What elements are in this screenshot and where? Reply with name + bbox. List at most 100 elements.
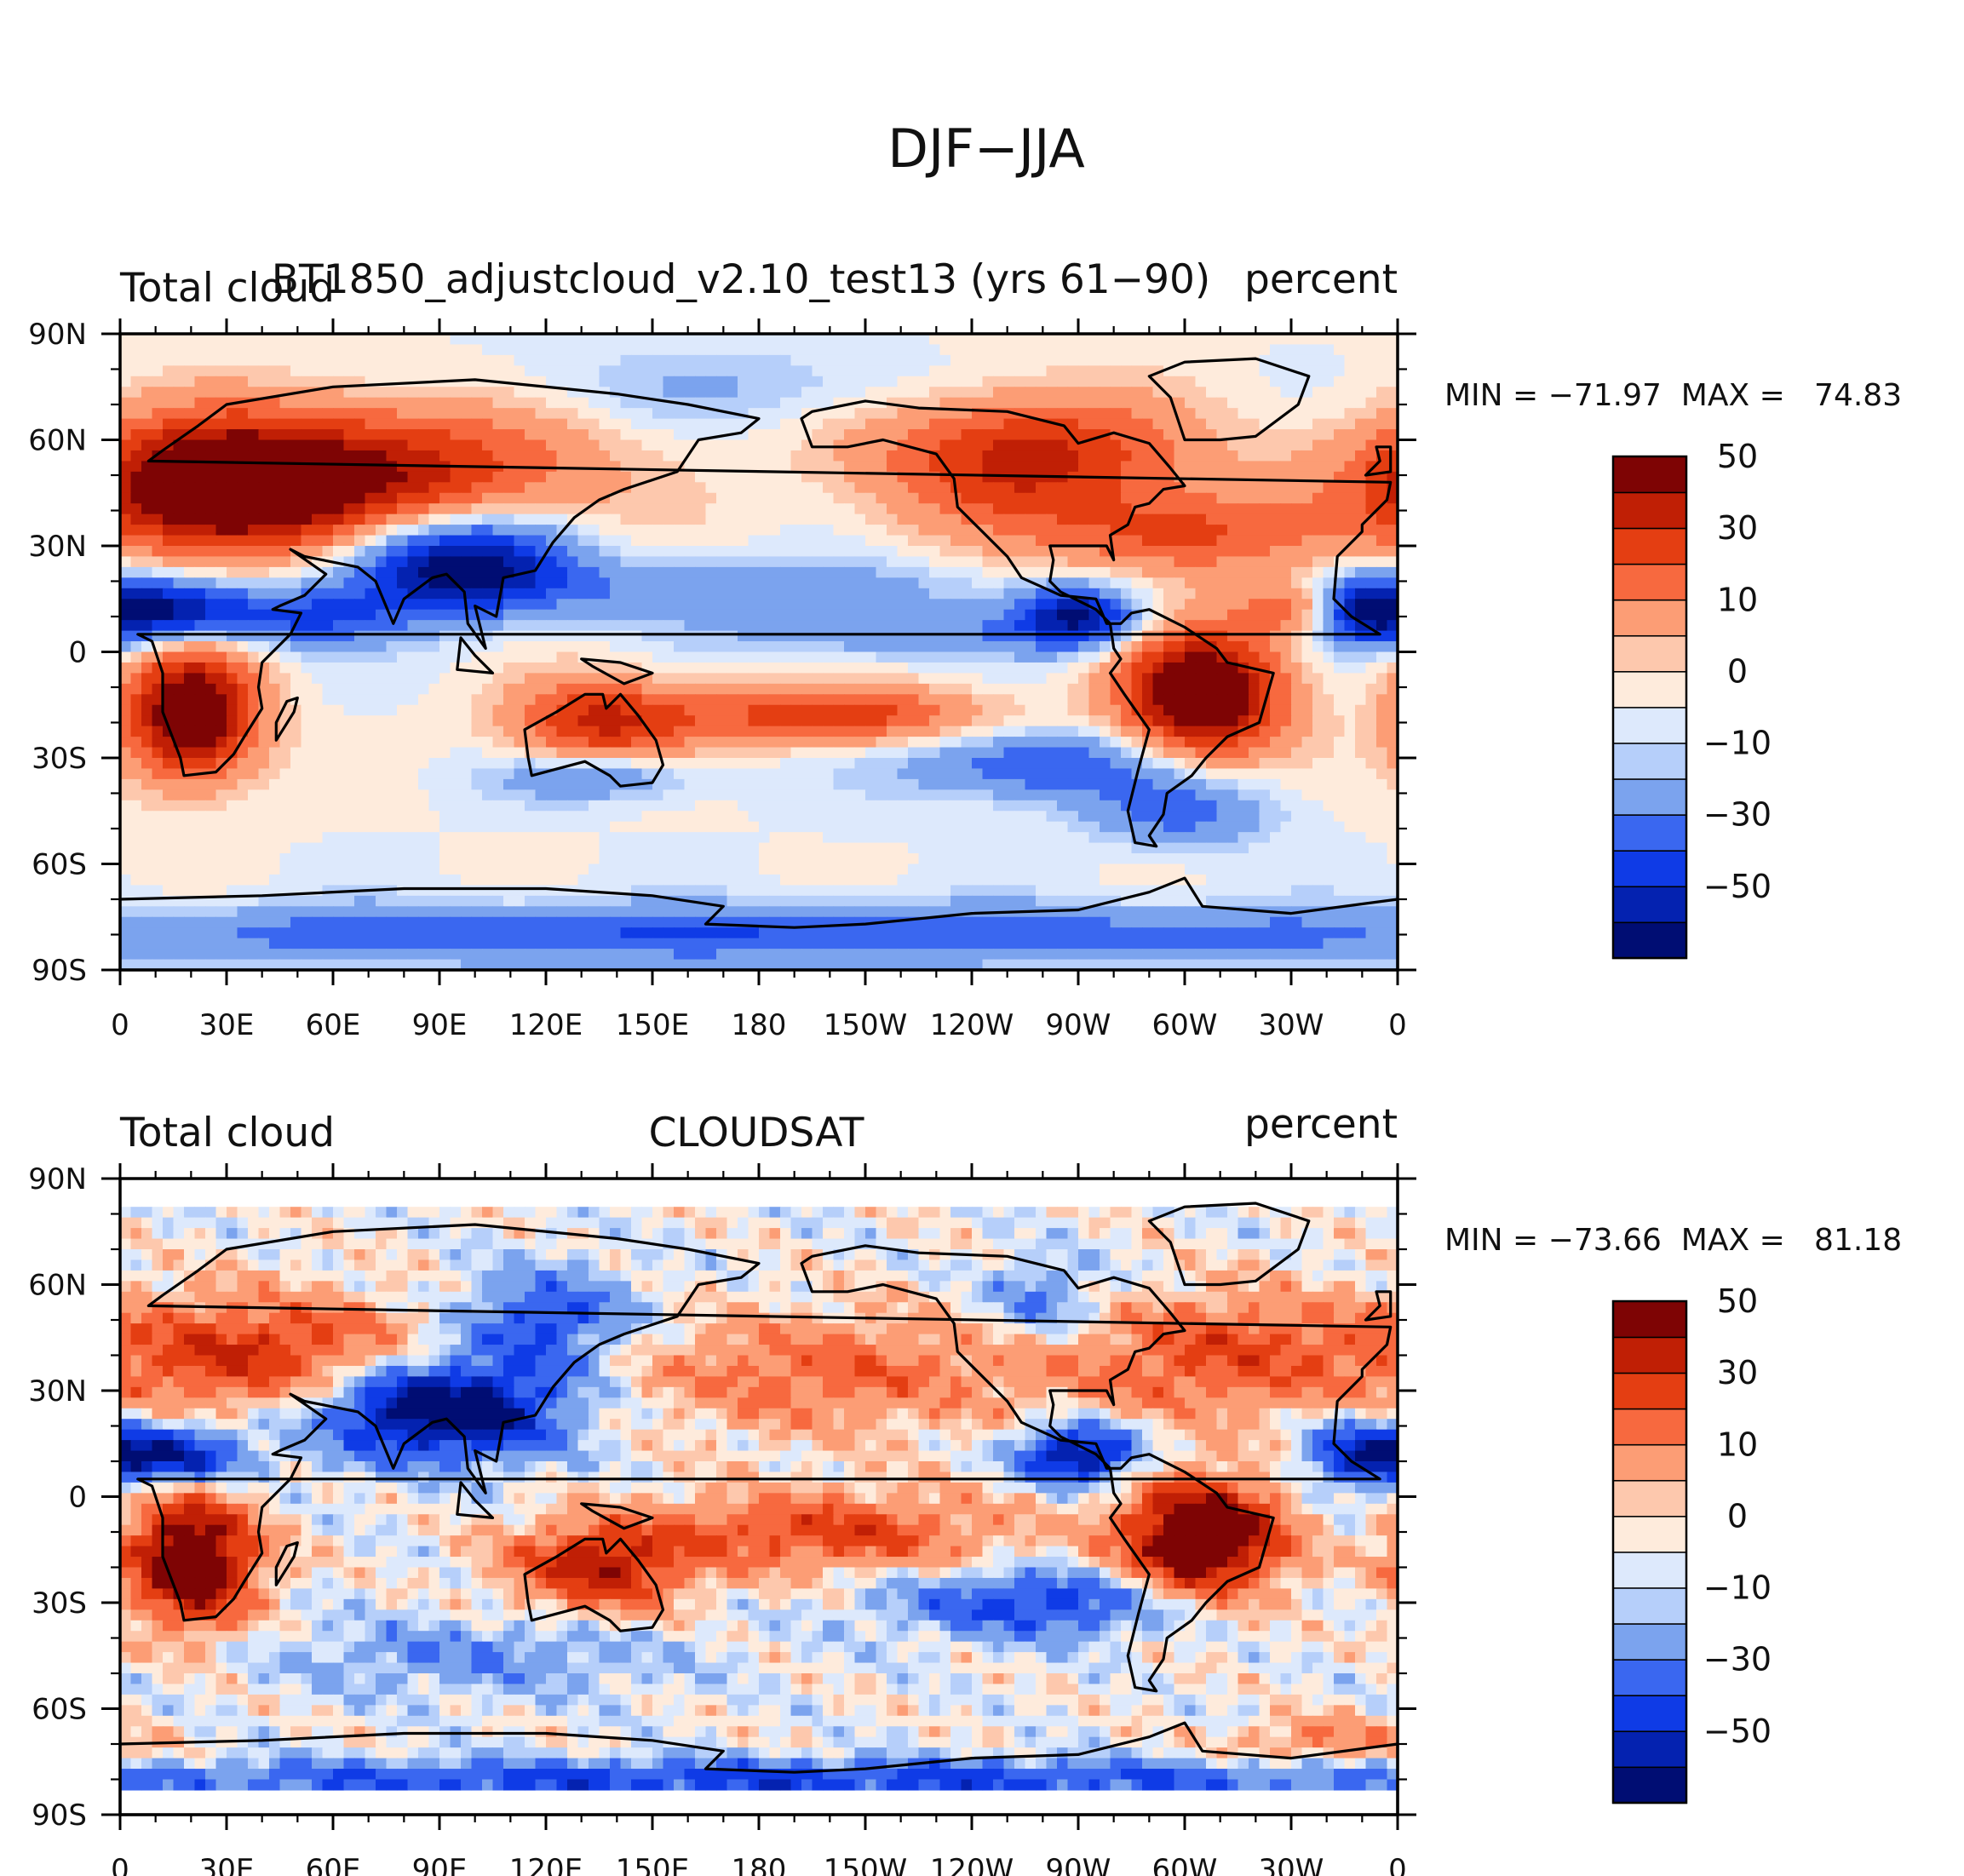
field-cell: [738, 704, 749, 716]
field-cell: [1312, 503, 1324, 515]
field-cell: [982, 737, 994, 749]
field-cell: [482, 758, 494, 770]
field-cell: [844, 482, 856, 494]
field-cell: [684, 577, 696, 589]
field-cell: [1067, 599, 1079, 611]
field-cell: [726, 482, 738, 494]
field-cell: [716, 387, 728, 399]
field-cell: [343, 535, 355, 547]
field-cell: [279, 471, 291, 483]
field-cell: [748, 429, 760, 441]
field-cell: [1088, 556, 1100, 568]
field-cell: [482, 566, 494, 578]
field-cell: [1195, 482, 1207, 494]
field-cell: [1078, 577, 1090, 589]
field-cell: [322, 758, 334, 770]
field-cell: [439, 673, 451, 685]
field-cell: [567, 662, 579, 674]
field-cell: [428, 662, 440, 674]
field-cell: [950, 503, 962, 515]
field-cell: [1291, 726, 1303, 737]
field-cell: [333, 482, 345, 494]
field-cell: [674, 758, 686, 770]
field-cell: [1088, 588, 1100, 600]
field-cell: [503, 673, 515, 685]
field-cell: [950, 620, 962, 632]
field-cell: [1078, 694, 1090, 706]
field-cell: [1280, 588, 1292, 600]
field-cell: [269, 641, 281, 653]
field-cell: [173, 334, 185, 346]
field-cell: [312, 651, 324, 663]
field-cell: [1344, 651, 1356, 663]
field-cell: [525, 450, 537, 462]
field-cell: [407, 429, 419, 441]
field-cell: [982, 344, 994, 356]
field-cell: [194, 535, 206, 547]
field-cell: [918, 566, 930, 578]
field-cell: [279, 439, 291, 451]
field-cell: [854, 344, 866, 356]
field-cell: [897, 513, 909, 525]
field-cell: [748, 747, 760, 759]
field-cell: [620, 439, 632, 451]
field-cell: [482, 513, 494, 525]
field-cell: [950, 429, 962, 441]
field-cell: [1291, 492, 1303, 504]
field-cell: [514, 471, 525, 483]
field-cell: [173, 662, 185, 674]
field-cell: [163, 641, 175, 653]
field-cell: [397, 556, 409, 568]
field-cell: [471, 577, 483, 589]
field-cell: [961, 397, 973, 409]
field-cell: [577, 387, 589, 399]
field-cell: [865, 768, 877, 780]
field-cell: [748, 387, 760, 399]
field-cell: [1014, 758, 1026, 770]
field-cell: [120, 387, 132, 399]
field-cell: [748, 482, 760, 494]
field-cell: [961, 354, 973, 366]
field-cell: [503, 471, 515, 483]
field-cell: [620, 556, 632, 568]
field-cell: [599, 525, 611, 536]
field-cell: [237, 365, 249, 377]
field-cell: [492, 546, 504, 558]
field-cell: [897, 525, 909, 536]
field-cell: [215, 471, 227, 483]
figure-title: DJF−JJA: [887, 118, 1085, 180]
field-cell: [887, 334, 899, 346]
field-cell: [876, 726, 887, 737]
field-cell: [1025, 609, 1037, 621]
field-cell: [1142, 694, 1154, 706]
field-cell: [1270, 556, 1282, 568]
field-cell: [1174, 747, 1186, 759]
field-cell: [738, 747, 749, 759]
field-cell: [1206, 630, 1218, 642]
field-cell: [887, 704, 899, 716]
field-cell: [982, 397, 994, 409]
field-cell: [301, 673, 313, 685]
field-cell: [1174, 662, 1186, 674]
field-cell: [589, 535, 600, 547]
field-cell: [439, 620, 451, 632]
field-cell: [641, 408, 653, 420]
field-cell: [1142, 397, 1154, 409]
field-cell: [1249, 461, 1261, 473]
field-cell: [812, 737, 824, 749]
field-cell: [312, 747, 324, 759]
field-cell: [812, 704, 824, 716]
field-cell: [1163, 334, 1175, 346]
field-cell: [1259, 673, 1271, 685]
field-cell: [492, 737, 504, 749]
field-cell: [546, 651, 558, 663]
field-cell: [1227, 546, 1239, 558]
field-cell: [812, 556, 824, 568]
field-cell: [482, 439, 494, 451]
field-cell: [194, 354, 206, 366]
field-cell: [876, 630, 887, 642]
field-cell: [130, 397, 142, 409]
field-cell: [631, 651, 643, 663]
field-cell: [674, 492, 686, 504]
field-cell: [492, 535, 504, 547]
